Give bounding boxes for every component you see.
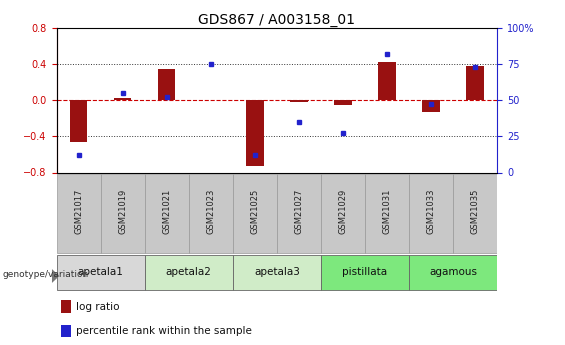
Text: GSM21021: GSM21021 [162,189,171,234]
Text: pistillata: pistillata [342,267,388,277]
Bar [114,98,132,100]
Text: apetala1: apetala1 [77,267,124,277]
Text: log ratio: log ratio [76,302,120,312]
Text: agamous: agamous [429,267,477,277]
Text: percentile rank within the sample: percentile rank within the sample [76,326,252,336]
Bar [321,255,409,290]
Bar [56,174,101,253]
Text: GSM21033: GSM21033 [427,189,436,234]
Bar [101,174,145,253]
Bar [378,62,396,100]
Bar [409,255,497,290]
Bar [233,174,277,253]
Bar [290,100,308,102]
Text: apetala3: apetala3 [254,267,300,277]
Bar [56,255,145,290]
Bar [145,255,233,290]
Bar [466,66,484,100]
Text: apetala2: apetala2 [166,267,212,277]
Text: GSM21025: GSM21025 [250,189,259,234]
Text: GSM21023: GSM21023 [206,189,215,234]
Bar [409,174,453,253]
Bar [233,255,321,290]
Text: GSM21031: GSM21031 [383,189,392,234]
Text: GSM21027: GSM21027 [294,189,303,234]
Bar [61,325,71,337]
Bar [158,69,176,100]
Bar [61,300,71,313]
Text: GSM21029: GSM21029 [338,189,347,234]
Polygon shape [52,269,59,283]
Bar [453,174,497,253]
Bar [69,100,88,142]
Bar [277,174,321,253]
Text: GSM21019: GSM21019 [118,189,127,234]
Bar [365,174,409,253]
Bar [422,100,440,112]
Bar [189,174,233,253]
Bar [145,174,189,253]
Title: GDS867 / A003158_01: GDS867 / A003158_01 [198,12,355,27]
Bar [246,100,264,166]
Text: genotype/variation: genotype/variation [3,270,89,279]
Bar [334,100,352,105]
Bar [321,174,365,253]
Text: GSM21035: GSM21035 [471,189,480,234]
Text: GSM21017: GSM21017 [74,189,83,234]
